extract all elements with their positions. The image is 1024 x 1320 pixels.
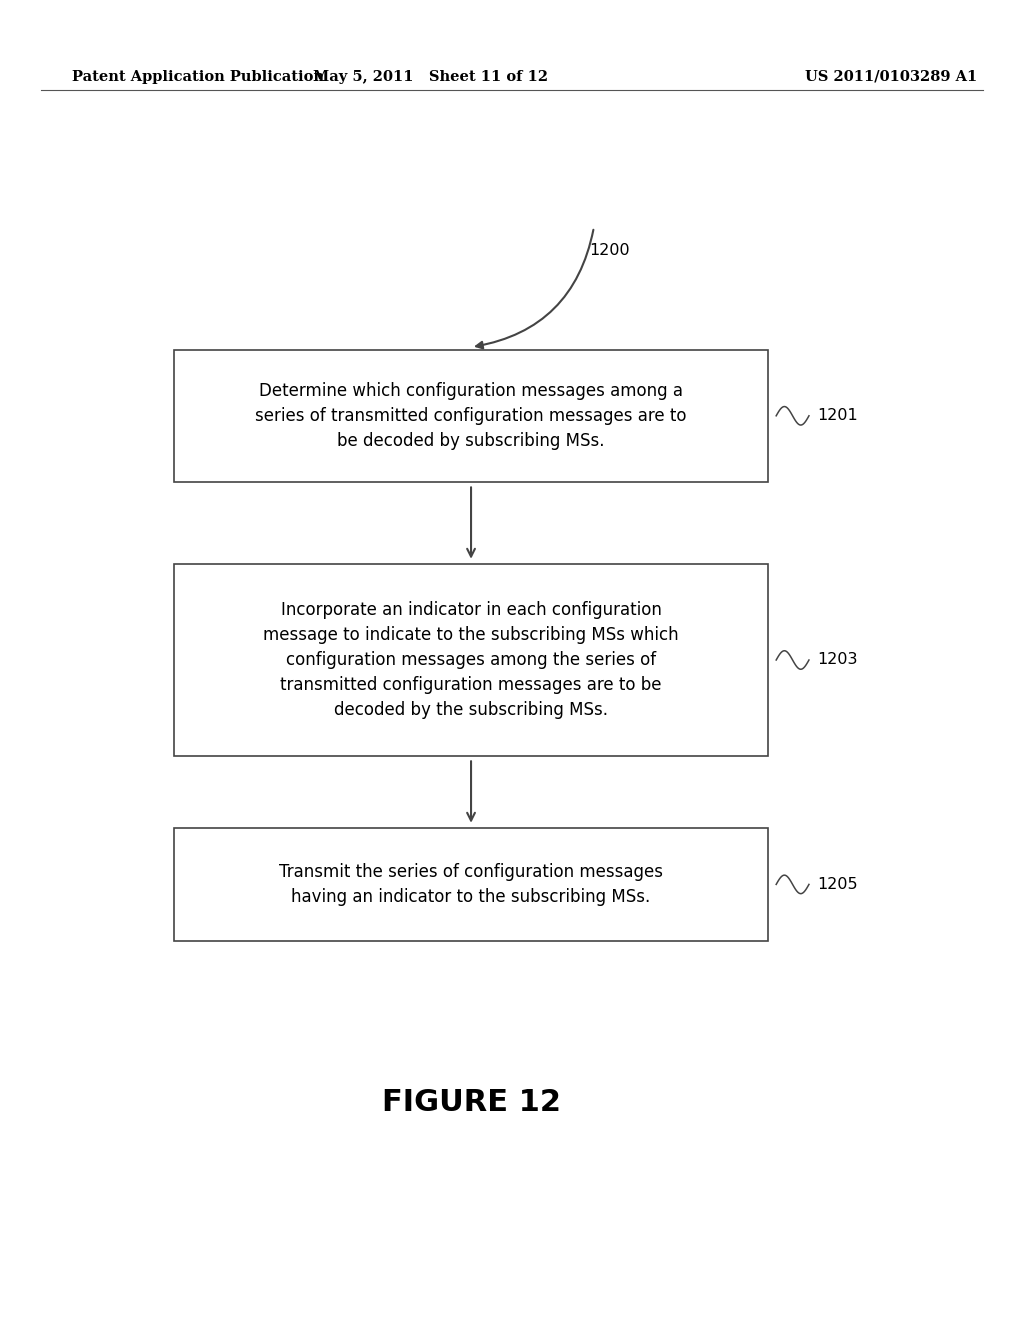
Text: 1205: 1205 (817, 876, 858, 892)
Text: Determine which configuration messages among a
series of transmitted configurati: Determine which configuration messages a… (255, 381, 687, 450)
Text: May 5, 2011   Sheet 11 of 12: May 5, 2011 Sheet 11 of 12 (312, 70, 548, 83)
Text: Transmit the series of configuration messages
having an indicator to the subscri: Transmit the series of configuration mes… (279, 863, 664, 906)
Bar (174, 829, 768, 940)
Text: 1201: 1201 (817, 408, 858, 424)
Bar (174, 350, 768, 482)
Text: Patent Application Publication: Patent Application Publication (72, 70, 324, 83)
Text: Incorporate an indicator in each configuration
message to indicate to the subscr: Incorporate an indicator in each configu… (263, 601, 679, 719)
Text: 1203: 1203 (817, 652, 858, 668)
Text: FIGURE 12: FIGURE 12 (382, 1088, 560, 1117)
Text: 1200: 1200 (589, 243, 630, 259)
Bar (174, 565, 768, 755)
Text: US 2011/0103289 A1: US 2011/0103289 A1 (805, 70, 977, 83)
